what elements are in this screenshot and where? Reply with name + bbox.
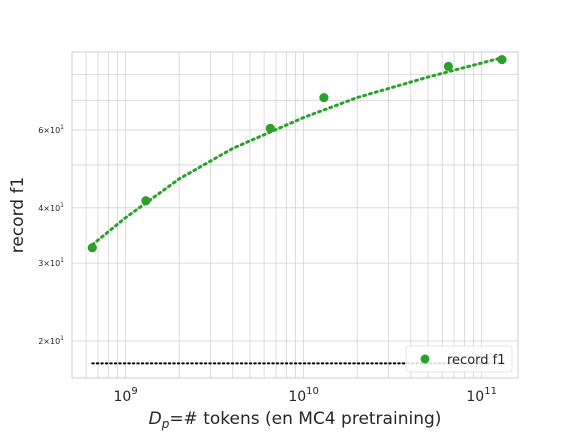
x-axis-label-main: D (149, 409, 162, 429)
y-tick-exponent: 1 (60, 257, 64, 264)
y-axis-label: record f1 (8, 177, 28, 254)
y-tick-mantissa: 3×10 (38, 259, 60, 268)
y-tick-exponent: 1 (60, 335, 64, 342)
data-point (87, 243, 97, 253)
legend-box (405, 345, 513, 373)
x-tick-exponent: 11 (484, 386, 497, 397)
x-axis-label: Dp=# tokens (en MC4 pretraining) (149, 409, 442, 431)
y-tick-exponent: 1 (60, 202, 64, 209)
data-point (265, 123, 275, 133)
x-tick-label: 1011 (466, 386, 497, 405)
y-tick-label: 2×101 (38, 335, 64, 346)
fit-line-series (90, 57, 501, 247)
x-tick-base: 10 (288, 389, 306, 405)
legend: record f1 (405, 345, 513, 373)
y-tick-mantissa: 6×10 (38, 126, 60, 135)
y-tick-mantissa: 2×10 (38, 337, 60, 346)
x-tick-base: 10 (466, 389, 484, 405)
x-axis-label-sub: p (161, 417, 170, 431)
x-tick-label: 109 (113, 386, 137, 405)
data-point (443, 61, 453, 72)
y-tick-exponent: 1 (60, 124, 64, 131)
legend-label: record f1 (447, 353, 506, 368)
x-tick-label: 1010 (288, 386, 319, 405)
y-tick-label: 3×101 (38, 257, 64, 268)
x-tick-exponent: 9 (131, 386, 137, 397)
legend-marker (420, 354, 430, 364)
x-tick-labels: 109 1010 1011 (113, 386, 496, 405)
data-point (141, 196, 151, 206)
y-tick-mantissa: 4×10 (38, 204, 60, 213)
record-f1-series (87, 55, 507, 253)
fit-line (90, 57, 501, 247)
x-tick-base: 10 (113, 389, 131, 405)
data-point (319, 92, 329, 103)
y-tick-label: 4×101 (38, 202, 64, 213)
data-point (497, 55, 507, 65)
plot-frame (71, 51, 519, 379)
x-tick-exponent: 10 (306, 386, 319, 397)
y-tick-label: 6×101 (38, 124, 64, 135)
grid-lines (71, 51, 518, 378)
x-axis-label-rest: =# tokens (en MC4 pretraining) (169, 409, 441, 429)
